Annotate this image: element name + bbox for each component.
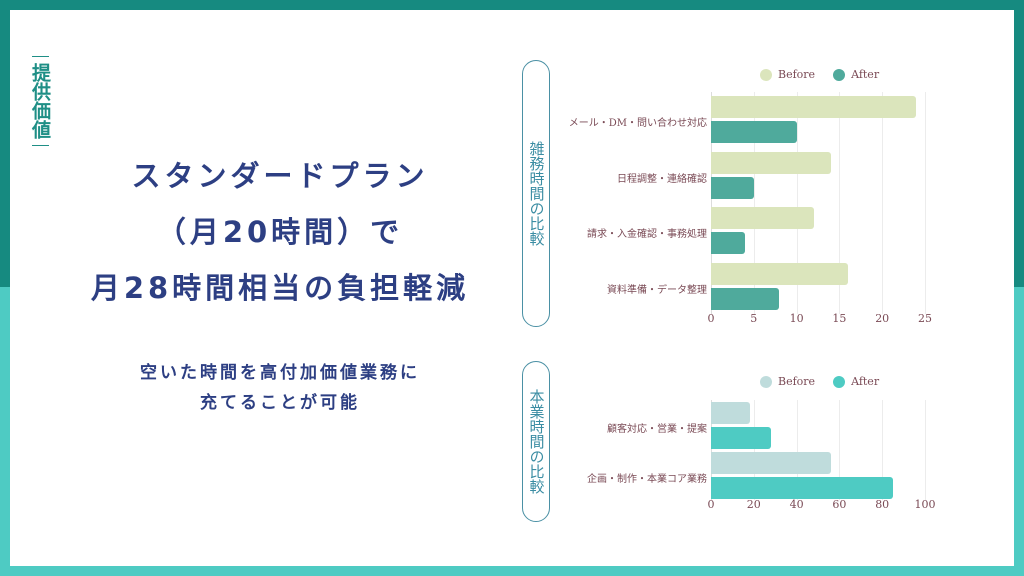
gridline: [753, 92, 755, 314]
x-tick-label: 80: [875, 498, 890, 511]
bar-after: [711, 477, 893, 499]
legend-after: After: [833, 68, 879, 81]
legend-dot-after-icon: [833, 375, 846, 388]
chart2-title-pill: 本業時間の比較: [522, 361, 550, 522]
x-tick-label: 20: [875, 312, 890, 325]
legend-label: Before: [778, 375, 816, 388]
headline-line-3: 月28時間相当の負担軽減: [90, 271, 470, 305]
category-label: メール・DM・問い合わせ対応: [568, 118, 707, 129]
category-label: 企画・制作・本業コア業務: [587, 474, 707, 485]
category-label: 日程調整・連絡確認: [617, 173, 707, 185]
category-label: 資料準備・データ整理: [607, 284, 707, 296]
gridline: [839, 92, 841, 314]
plot-area: [711, 400, 926, 500]
legend-label: After: [851, 375, 880, 388]
section-label: 提供価値: [29, 52, 51, 150]
bar-before: [711, 207, 814, 229]
bar-after: [711, 176, 754, 199]
chart-core-hours: Before After 顧客対応・営業・提案企画・制作・本業コア業務 0 20 4…: [560, 370, 940, 520]
gridline: [839, 400, 841, 500]
legend-before: Before: [760, 375, 815, 388]
bar-after: [711, 287, 780, 310]
gridline: [925, 400, 926, 500]
chart1-title: 雑務時間の比較: [527, 141, 546, 246]
section-label-text: 提供価値: [29, 63, 51, 139]
headline: スタンダードプラン （月20時間）で 月28時間相当の負担軽減: [70, 148, 490, 316]
gridline: [711, 92, 712, 314]
x-tick-label: 60: [832, 498, 847, 511]
x-tick-label: 100: [914, 498, 936, 511]
subheadline-line-1: 空いた時間を高付加価値業務に: [140, 363, 420, 383]
category-label: 顧客対応・営業・提案: [607, 424, 707, 435]
bar-before: [711, 262, 848, 285]
headline-line-2: （月20時間）で: [156, 215, 404, 249]
x-tick-label: 40: [789, 498, 804, 511]
bar-before: [711, 96, 917, 118]
category-label: 請求・入金確認・事務処理: [587, 229, 707, 240]
gridline: [882, 400, 884, 500]
bar-before: [711, 151, 831, 174]
x-tick-label: 5: [750, 312, 758, 325]
x-tick-label: 15: [832, 312, 847, 325]
gridline: [711, 400, 712, 500]
chart2-title: 本業時間の比較: [527, 389, 546, 494]
subheadline: 空いた時間を高付加価値業務に 充てることが可能: [90, 358, 470, 418]
divider: [31, 145, 49, 146]
x-tick-label: 25: [918, 312, 932, 325]
legend-dot-before-icon: [760, 375, 772, 388]
gridline: [753, 400, 755, 500]
plot-area: [711, 92, 926, 314]
legend-dot-after-icon: [833, 68, 846, 81]
divider: [31, 56, 49, 57]
gridline: [796, 92, 798, 314]
gridline: [796, 400, 798, 500]
legend-after: After: [833, 375, 879, 388]
bar-after: [711, 232, 746, 254]
bar-before: [711, 402, 750, 424]
legend-label: Before: [778, 68, 816, 81]
chart1-title-pill: 雑務時間の比較: [522, 60, 550, 327]
x-tick-label: 0: [707, 498, 715, 511]
legend-dot-before-icon: [760, 68, 772, 81]
bar-after: [711, 121, 797, 143]
headline-line-1: スタンダードプラン: [131, 159, 429, 193]
x-tick-label: 20: [746, 498, 761, 511]
x-tick-label: 10: [789, 312, 804, 325]
legend-label: After: [851, 68, 880, 81]
gridline: [882, 92, 884, 314]
bar-before: [711, 452, 831, 474]
chart-legend: Before After: [760, 68, 879, 81]
bar-after: [711, 427, 771, 449]
x-tick-label: 0: [707, 312, 715, 325]
chart-legend: Before After: [760, 375, 879, 388]
subheadline-line-2: 充てることが可能: [200, 393, 360, 413]
legend-before: Before: [760, 68, 815, 81]
chart-misc-hours: Before After メール・DM・問い合わせ対応日程調整・連絡確認請求・入…: [560, 62, 940, 332]
gridline: [925, 92, 926, 314]
